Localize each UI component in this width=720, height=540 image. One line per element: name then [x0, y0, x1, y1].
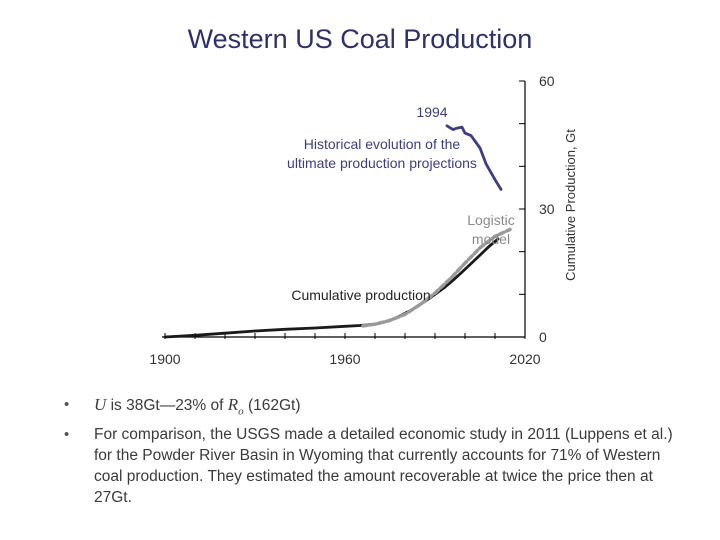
symbol-r: Ro — [227, 395, 244, 418]
bullet-usgs: For comparison, the USGS made a detailed… — [62, 424, 682, 508]
annotation-projection-line: Historical evolution of the — [304, 136, 461, 152]
x-tick-label: 2020 — [509, 351, 540, 367]
annotation-logistic-line: model — [472, 231, 510, 247]
x-tick-label: 1960 — [329, 351, 360, 367]
annotation-cumulative: Cumulative production — [291, 287, 430, 303]
y-tick-label: 30 — [539, 201, 555, 217]
coal-production-chart: 1900 1960 2020 0 30 60 Cumulative Production, … — [149, 73, 578, 367]
symbol-u: U — [94, 395, 107, 414]
annotation-projection-line: ultimate production projections — [287, 155, 477, 171]
annotation-logistic-line: Logistic — [467, 212, 514, 228]
y-tick-label: 60 — [539, 73, 555, 89]
x-tick-label: 1900 — [149, 351, 180, 367]
symbol-r-sub: o — [238, 405, 244, 418]
bullet-ultimate-suffix: (162Gt) — [243, 397, 301, 414]
slide-title: Western US Coal Production — [187, 24, 533, 54]
bullet-ultimate: U is 38Gt—23% of Ro (162Gt) — [62, 394, 682, 422]
annotation-1994: 1994 — [416, 104, 447, 120]
logistic-model-line — [361, 227, 512, 328]
projection-line — [445, 124, 503, 191]
y-tick-label: 0 — [539, 329, 547, 345]
bullet-ultimate-mid: is 38Gt—23% of — [106, 397, 228, 414]
y-axis-title: Cumulative Production, Gt — [563, 129, 578, 281]
symbol-r-letter: R — [227, 395, 239, 414]
bullet-list: U is 38Gt—23% of Ro (162Gt) For comparis… — [62, 394, 682, 510]
